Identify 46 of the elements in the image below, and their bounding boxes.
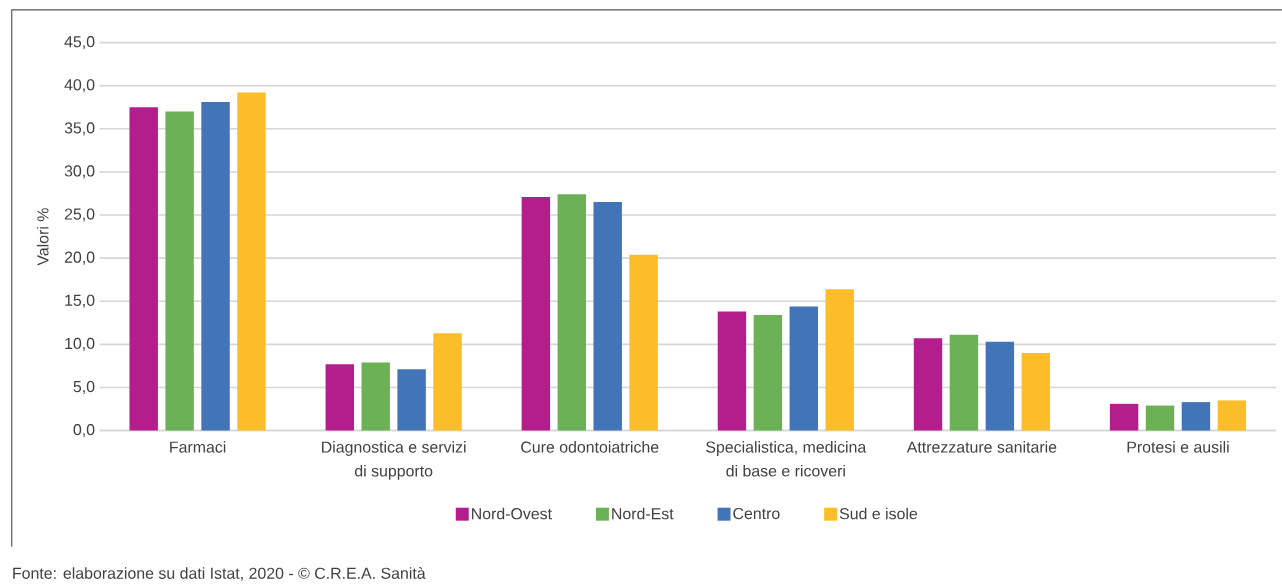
bar	[985, 341, 1015, 431]
x-tick-label: Attrezzature sanitarie	[906, 441, 1057, 453]
x-tick-label: Farmaci	[170, 441, 226, 453]
bar	[913, 338, 943, 431]
source-note: Fonte: elaborazione su dati Istat, 2020 - © C.R.E.A. Sanità	[13, 567, 426, 581]
bar	[361, 362, 390, 431]
bar	[753, 315, 783, 431]
x-tick-label: Diagnostica e servizi di supporto	[322, 441, 466, 480]
x-tick-label: Specialistica, medicina di base e ricoveri	[706, 441, 867, 477]
bar	[629, 254, 658, 431]
bar	[1145, 405, 1175, 431]
x-tick-label: Cure odontoiatriche	[521, 441, 659, 453]
y-tick-label: 0,0	[73, 424, 95, 438]
bar	[1217, 400, 1247, 431]
bar	[237, 92, 266, 431]
y-tick-label: 45,0	[64, 36, 95, 50]
bar	[949, 334, 979, 431]
y-axis-title: Valori %	[36, 208, 49, 266]
bar	[557, 194, 587, 431]
y-tick-label: 30,0	[64, 165, 95, 179]
bar	[717, 311, 747, 431]
y-tick-label: 25,0	[64, 208, 95, 222]
bar	[397, 369, 426, 431]
bar	[1021, 353, 1050, 431]
bar	[1109, 403, 1139, 431]
x-tick-label: Protesi e ausili	[1127, 441, 1229, 453]
legend-label: Nord-Est	[612, 507, 674, 520]
legend-label: Centro	[733, 508, 780, 520]
y-tick-label: 40,0	[64, 79, 95, 93]
bar	[325, 364, 355, 431]
bar	[593, 202, 622, 431]
bar	[825, 289, 854, 431]
bar	[129, 107, 158, 431]
y-tick-label: 15,0	[65, 294, 95, 308]
bar	[165, 111, 194, 431]
y-tick-label: 10,0	[65, 337, 95, 352]
bar	[433, 333, 462, 431]
bar	[201, 102, 230, 431]
bar	[1181, 402, 1211, 431]
y-tick-label: 20,0	[64, 251, 95, 265]
y-tick-label: 5,0	[73, 381, 95, 395]
bar	[789, 306, 818, 431]
y-tick-label: 35,0	[64, 122, 95, 136]
bar	[521, 197, 551, 431]
legend-label: Sud e isole	[839, 507, 918, 520]
legend-label: Nord-Ovest	[472, 507, 552, 520]
